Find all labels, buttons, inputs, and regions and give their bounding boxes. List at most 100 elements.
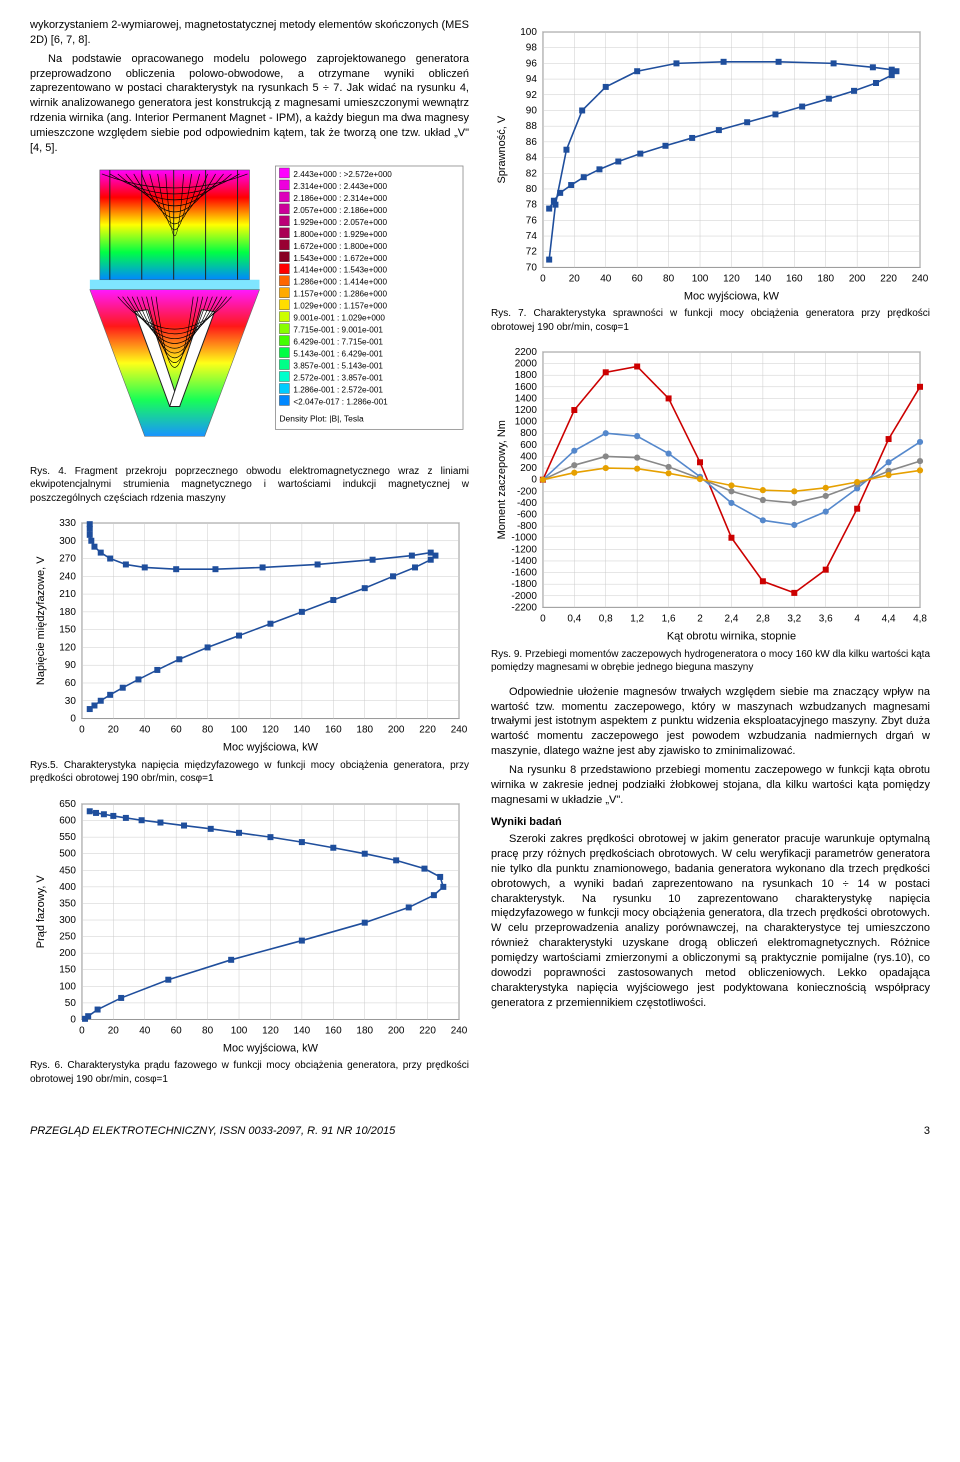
svg-text:1200: 1200 xyxy=(515,405,538,416)
para-right-3: Szeroki zakres prędkości obrotowej w jak… xyxy=(491,832,930,1010)
svg-text:72: 72 xyxy=(526,247,538,258)
fig7-caption: Rys. 7. Charakterystyka sprawności w fun… xyxy=(491,307,930,334)
svg-text:80: 80 xyxy=(663,273,675,284)
svg-text:1600: 1600 xyxy=(515,382,538,393)
svg-text:150: 150 xyxy=(59,625,76,636)
svg-text:90: 90 xyxy=(526,105,538,116)
svg-text:-600: -600 xyxy=(517,510,537,521)
svg-text:40: 40 xyxy=(600,273,612,284)
svg-text:-800: -800 xyxy=(517,521,537,532)
svg-text:120: 120 xyxy=(262,1025,279,1036)
svg-text:Moc wyjściowa, kW: Moc wyjściowa, kW xyxy=(223,1042,319,1054)
svg-text:3.857e-001 : 5.143e-001: 3.857e-001 : 5.143e-001 xyxy=(293,361,383,370)
para-left-2: Na podstawie opracowanego modelu poloweg… xyxy=(30,52,469,156)
svg-text:220: 220 xyxy=(419,725,436,736)
svg-text:300: 300 xyxy=(59,536,76,547)
svg-text:9.001e-001 : 1.029e+000: 9.001e-001 : 1.029e+000 xyxy=(293,313,385,322)
svg-text:80: 80 xyxy=(526,184,538,195)
svg-text:160: 160 xyxy=(325,725,342,736)
svg-text:140: 140 xyxy=(755,273,772,284)
svg-text:160: 160 xyxy=(786,273,803,284)
fig5-caption: Rys.5. Charakterystyka napięcia międzyfa… xyxy=(30,759,469,786)
svg-text:-1400: -1400 xyxy=(511,556,537,567)
svg-text:0,8: 0,8 xyxy=(599,614,613,625)
svg-text:30: 30 xyxy=(65,696,77,707)
svg-text:-200: -200 xyxy=(517,487,537,498)
svg-text:1.157e+000 : 1.286e+000: 1.157e+000 : 1.286e+000 xyxy=(293,289,387,298)
para-right-2: Na rysunku 8 przedstawiono przebiegi mom… xyxy=(491,763,930,808)
figure-6-chart: 0204060801001201401601802002202400501001… xyxy=(30,796,469,1055)
svg-text:Kąt obrotu wirnika, stopnie: Kąt obrotu wirnika, stopnie xyxy=(667,631,796,643)
svg-text:20: 20 xyxy=(108,725,120,736)
svg-text:180: 180 xyxy=(356,725,373,736)
svg-text:400: 400 xyxy=(520,452,537,463)
svg-text:96: 96 xyxy=(526,58,538,69)
svg-text:20: 20 xyxy=(569,273,581,284)
svg-text:<2.047e-017 : 1.286e-001: <2.047e-017 : 1.286e-001 xyxy=(293,397,388,406)
svg-text:0,4: 0,4 xyxy=(567,614,581,625)
svg-text:40: 40 xyxy=(139,1025,151,1036)
svg-text:80: 80 xyxy=(202,725,214,736)
svg-text:4,8: 4,8 xyxy=(913,614,927,625)
svg-text:270: 270 xyxy=(59,554,76,565)
svg-text:120: 120 xyxy=(59,643,76,654)
svg-text:1.286e-001 : 2.572e-001: 1.286e-001 : 2.572e-001 xyxy=(293,385,383,394)
svg-text:140: 140 xyxy=(294,725,311,736)
svg-text:0: 0 xyxy=(70,714,76,725)
svg-text:600: 600 xyxy=(59,815,76,826)
svg-text:50: 50 xyxy=(65,998,77,1009)
svg-text:-1200: -1200 xyxy=(511,545,537,556)
svg-text:450: 450 xyxy=(59,865,76,876)
svg-text:80: 80 xyxy=(202,1025,214,1036)
svg-text:2200: 2200 xyxy=(515,347,538,358)
svg-text:-2000: -2000 xyxy=(511,591,537,602)
svg-text:90: 90 xyxy=(65,661,77,672)
svg-text:20: 20 xyxy=(108,1025,120,1036)
svg-text:2.443e+000 : >2.572e+000: 2.443e+000 : >2.572e+000 xyxy=(293,170,392,179)
svg-text:Sprawność, V: Sprawność, V xyxy=(496,115,508,183)
figure-9-chart: 00,40,81,21,622,42,83,23,644,44,8-2200-2… xyxy=(491,344,930,643)
svg-text:98: 98 xyxy=(526,43,538,54)
svg-text:Moc wyjściowa, kW: Moc wyjściowa, kW xyxy=(684,290,780,302)
svg-text:1000: 1000 xyxy=(515,417,538,428)
svg-text:300: 300 xyxy=(59,915,76,926)
svg-text:60: 60 xyxy=(171,1025,183,1036)
svg-text:150: 150 xyxy=(59,965,76,976)
svg-text:60: 60 xyxy=(171,725,183,736)
svg-text:0: 0 xyxy=(540,273,546,284)
svg-text:2,8: 2,8 xyxy=(756,614,770,625)
svg-text:220: 220 xyxy=(419,1025,436,1036)
svg-text:60: 60 xyxy=(632,273,644,284)
svg-text:2,4: 2,4 xyxy=(725,614,739,625)
results-heading: Wyniki badań xyxy=(491,815,930,830)
svg-text:400: 400 xyxy=(59,882,76,893)
svg-text:1.414e+000 : 1.543e+000: 1.414e+000 : 1.543e+000 xyxy=(293,265,387,274)
footer-journal: PRZEGLĄD ELEKTROTECHNICZNY, ISSN 0033-20… xyxy=(30,1124,395,1139)
svg-text:1,2: 1,2 xyxy=(630,614,644,625)
svg-text:78: 78 xyxy=(526,200,538,211)
svg-text:7.715e-001 : 9.001e-001: 7.715e-001 : 9.001e-001 xyxy=(293,325,383,334)
svg-text:600: 600 xyxy=(520,440,537,451)
svg-text:1.929e+000 : 2.057e+000: 1.929e+000 : 2.057e+000 xyxy=(293,217,387,226)
svg-text:100: 100 xyxy=(59,981,76,992)
svg-text:240: 240 xyxy=(451,725,468,736)
svg-text:-2200: -2200 xyxy=(511,603,537,614)
svg-text:180: 180 xyxy=(356,1025,373,1036)
svg-text:Napięcie międzyfazowe, V: Napięcie międzyfazowe, V xyxy=(35,556,47,685)
svg-text:76: 76 xyxy=(526,215,538,226)
svg-text:94: 94 xyxy=(526,74,538,85)
svg-text:500: 500 xyxy=(59,849,76,860)
svg-text:200: 200 xyxy=(388,1025,405,1036)
svg-text:100: 100 xyxy=(520,27,537,38)
footer-page-number: 3 xyxy=(924,1124,930,1139)
svg-text:Moment zaczepowy, Nm: Moment zaczepowy, Nm xyxy=(496,420,508,539)
svg-text:180: 180 xyxy=(817,273,834,284)
svg-text:2.314e+000 : 2.443e+000: 2.314e+000 : 2.443e+000 xyxy=(293,182,387,191)
svg-text:0: 0 xyxy=(79,725,85,736)
svg-text:1.286e+000 : 1.414e+000: 1.286e+000 : 1.414e+000 xyxy=(293,277,387,286)
svg-text:0: 0 xyxy=(540,614,546,625)
svg-text:220: 220 xyxy=(880,273,897,284)
svg-text:200: 200 xyxy=(388,725,405,736)
svg-text:1.029e+000 : 1.157e+000: 1.029e+000 : 1.157e+000 xyxy=(293,301,387,310)
svg-text:70: 70 xyxy=(526,262,538,273)
